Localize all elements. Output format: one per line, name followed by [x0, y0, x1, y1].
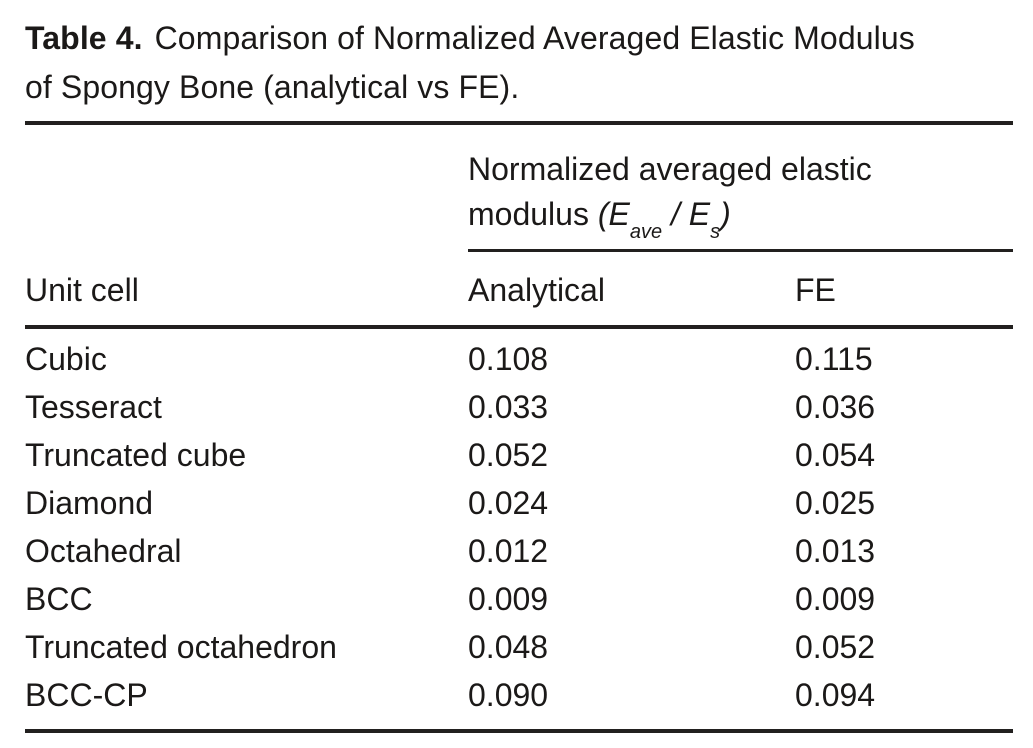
table-mid-rule — [25, 325, 1013, 329]
math-sub-s: s — [710, 221, 721, 244]
table-bottom-rule — [25, 729, 1013, 733]
table-top-rule — [25, 121, 1013, 125]
row-tesseract-name: Tesseract — [25, 389, 162, 425]
column-group-header-line1: Normalized averaged elastic — [468, 151, 872, 187]
column-group-header: Normalized averaged elastic modulus (Eav… — [468, 125, 1013, 252]
row-octahedral-analytical: 0.012 — [468, 533, 549, 569]
math-expression: (Eave / Es) — [597, 196, 731, 242]
row-cubic-name: Cubic — [25, 341, 107, 377]
row-truncated-octahedron-name: Truncated octahedron — [25, 629, 337, 665]
row-truncated-cube-name: Truncated cube — [25, 437, 247, 473]
row-truncated-octahedron-fe: 0.052 — [795, 629, 876, 665]
row-bcc-cp-name: BCC-CP — [25, 677, 148, 713]
row-diamond-name: Diamond — [25, 485, 154, 521]
row-cubic-fe: 0.115 — [795, 341, 873, 377]
row-bcc-fe: 0.009 — [795, 581, 876, 617]
table-caption: Table 4. Comparison of Normalized Average… — [25, 14, 1013, 112]
column-group-header-line2-text: modulus — [468, 196, 598, 232]
row-bcc-analytical: 0.009 — [468, 581, 549, 617]
row-cubic-analytical: 0.108 — [468, 341, 549, 377]
column-header-analytical: Analytical — [468, 272, 605, 308]
row-truncated-cube-analytical: 0.052 — [468, 437, 549, 473]
math-slash: / — [662, 196, 689, 232]
table-caption-text-line2: of Spongy Bone (analytical vs FE). — [25, 69, 520, 105]
row-tesseract-fe: 0.036 — [795, 389, 876, 425]
row-truncated-octahedron-analytical: 0.048 — [468, 629, 549, 665]
math-E-s-symbol: E — [688, 196, 711, 232]
table-caption-label: Table 4. — [25, 20, 143, 56]
row-bcc-name: BCC — [25, 581, 93, 617]
table-4: Table 4. Comparison of Normalized Average… — [25, 14, 1013, 733]
row-truncated-cube-fe: 0.054 — [795, 437, 876, 473]
math-sub-ave: ave — [629, 221, 663, 244]
math-close-paren: ) — [720, 196, 731, 232]
row-tesseract-analytical: 0.033 — [468, 389, 549, 425]
row-bcc-cp-analytical: 0.090 — [468, 677, 549, 713]
math-E-ave-symbol: E — [608, 196, 630, 232]
column-header-unit-cell: Unit cell — [25, 272, 139, 308]
column-header-fe: FE — [795, 272, 836, 308]
row-diamond-fe: 0.025 — [795, 485, 876, 521]
table-caption-text-line1: Comparison of Normalized Averaged Elasti… — [154, 20, 915, 56]
row-diamond-analytical: 0.024 — [468, 485, 549, 521]
header-spacer-cell — [25, 125, 468, 252]
table-body: Cubic 0.108 0.115 Tesseract 0.033 0.036 … — [25, 329, 1013, 729]
row-octahedral-name: Octahedral — [25, 533, 182, 569]
row-octahedral-fe: 0.013 — [795, 533, 876, 569]
table-header: Normalized averaged elastic modulus (Eav… — [25, 125, 1013, 325]
row-bcc-cp-fe: 0.094 — [795, 677, 876, 713]
math-open-paren: ( — [597, 196, 609, 232]
